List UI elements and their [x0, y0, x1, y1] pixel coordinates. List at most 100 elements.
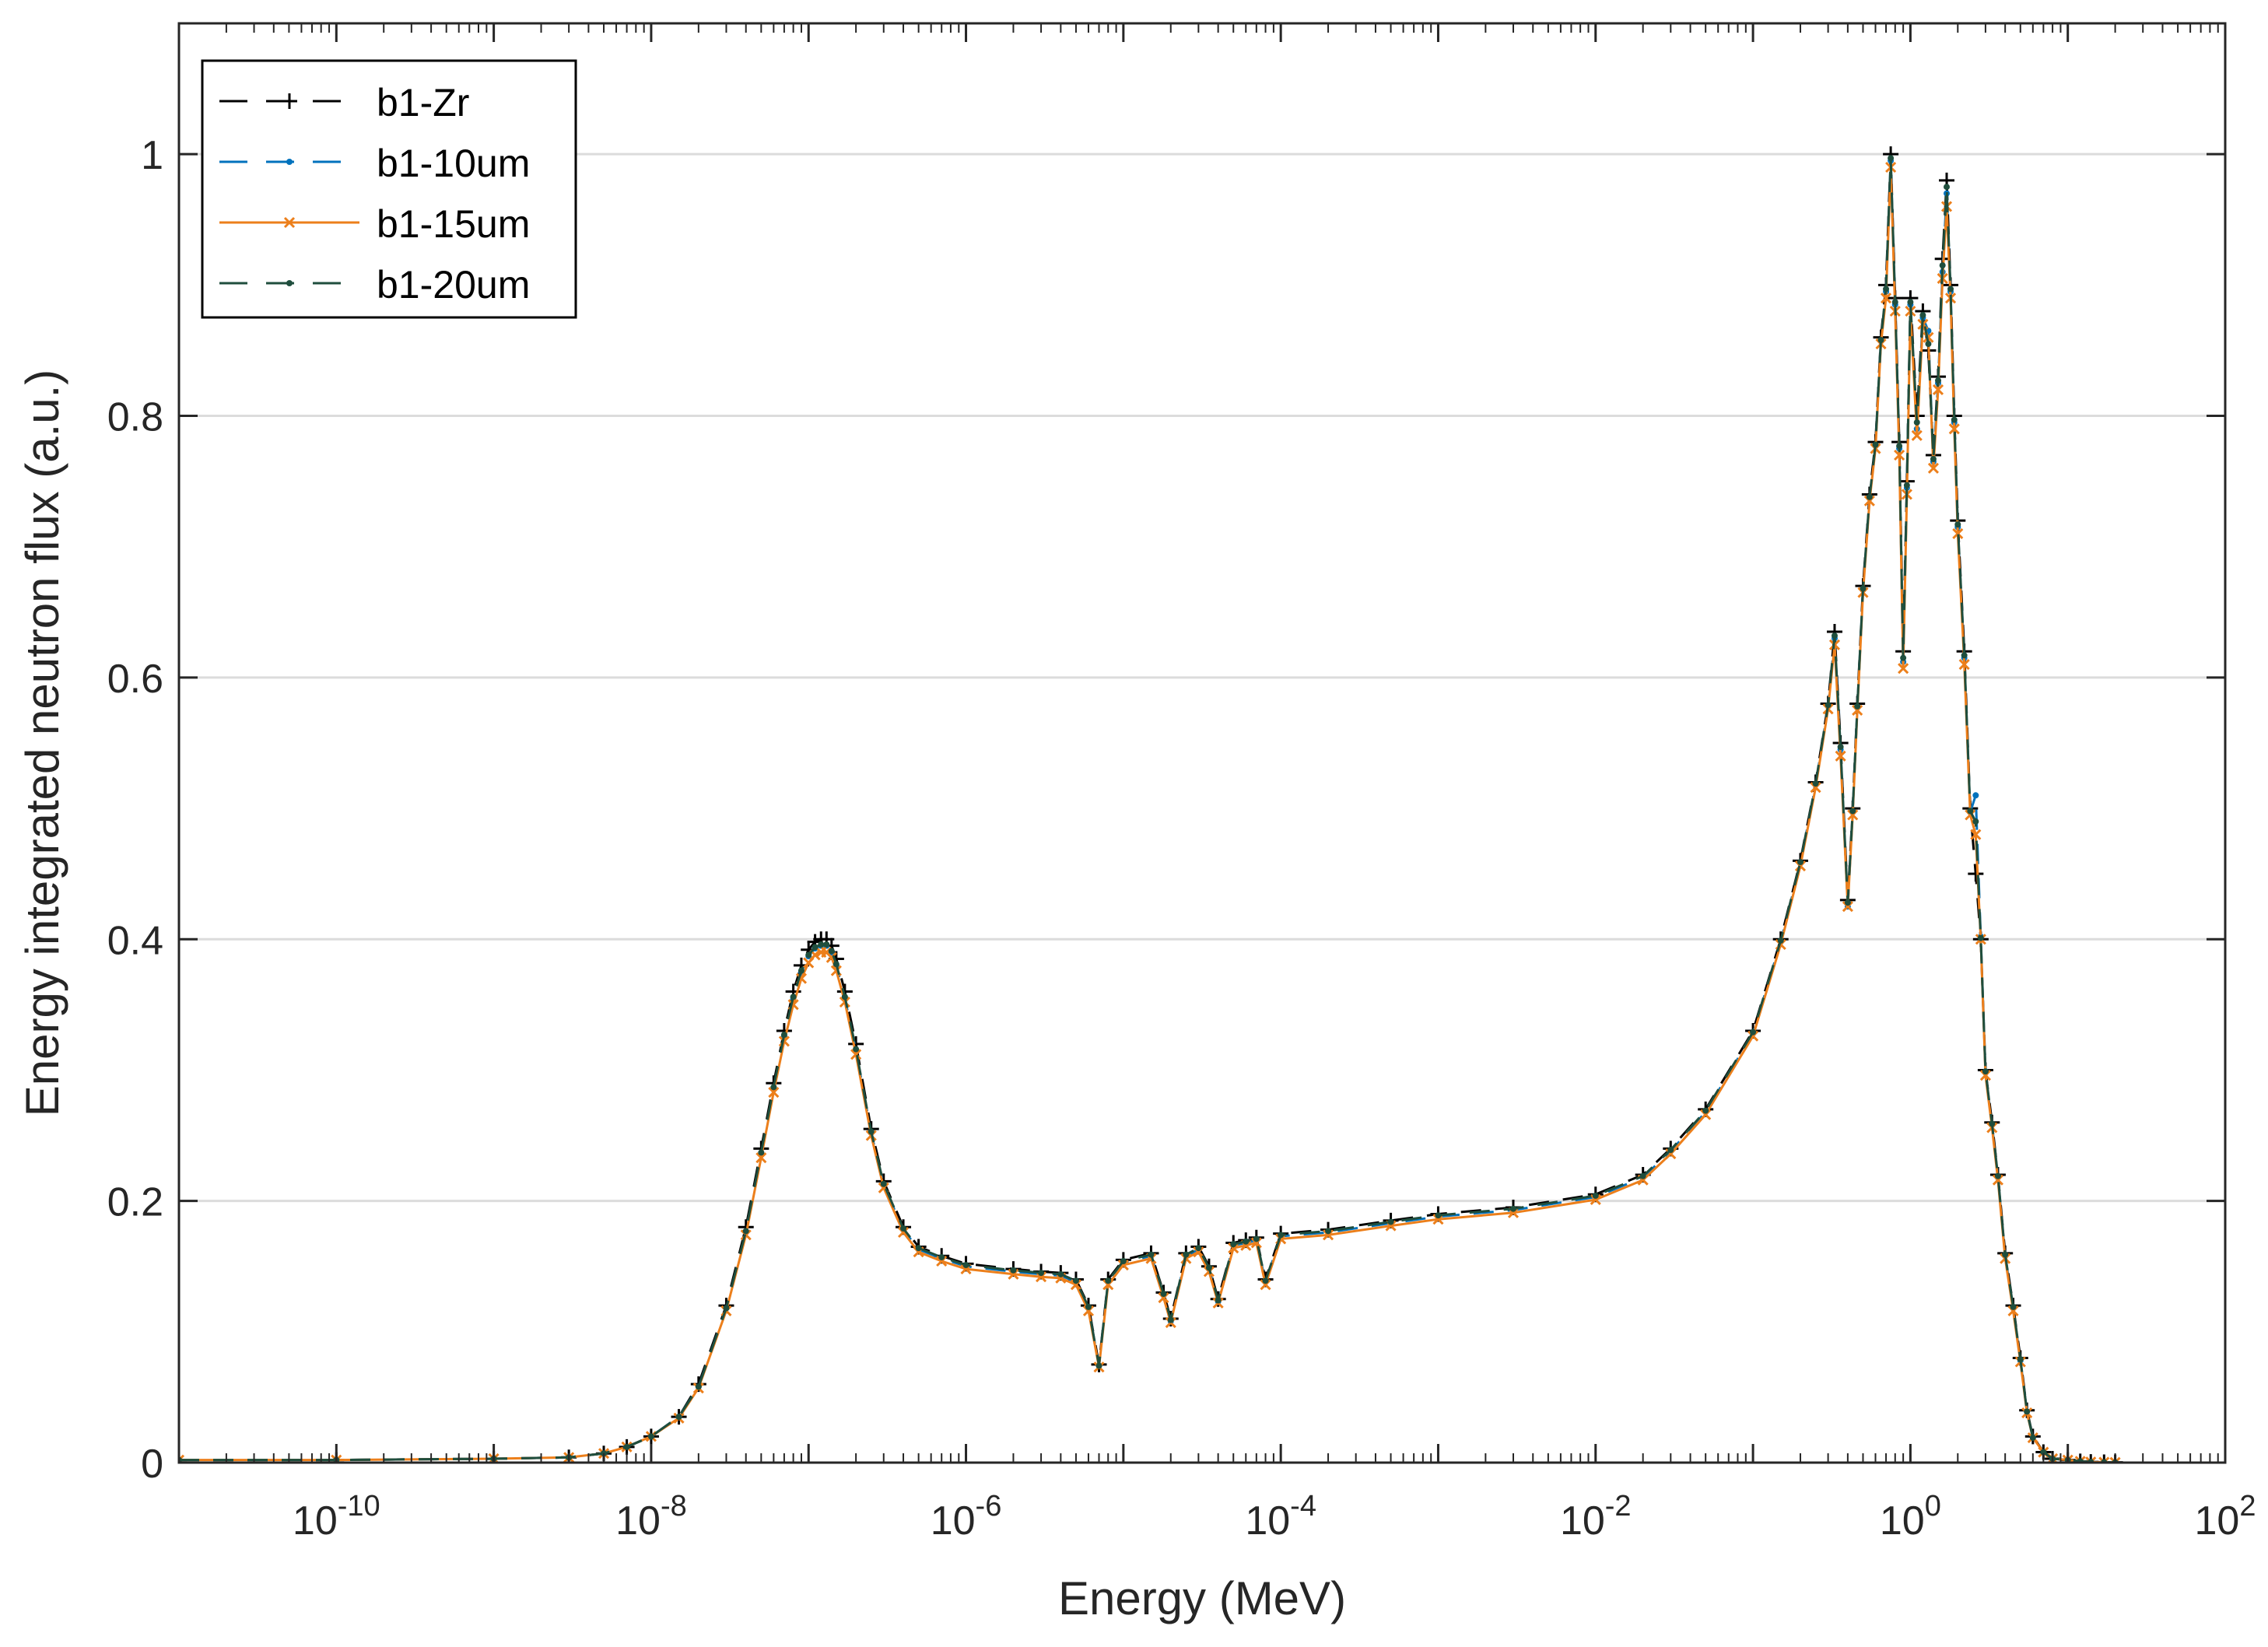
data-point	[1979, 1070, 1991, 1081]
data-point	[1228, 1242, 1239, 1254]
data-point	[1860, 585, 1867, 592]
legend-item: b1-20um	[219, 263, 530, 307]
data-point	[1038, 1270, 1045, 1277]
data-point	[1913, 419, 1920, 426]
data-point	[1825, 702, 1832, 709]
data-point	[770, 1084, 777, 1091]
data-point	[962, 1262, 969, 1269]
data-point	[1702, 1107, 1709, 1114]
y-tick-label: 0.4	[107, 918, 163, 963]
data-point	[1977, 934, 1984, 941]
legend-label: b1-15um	[377, 202, 530, 246]
x-tick-label: 10-4	[1245, 1490, 1316, 1544]
data-point	[1880, 293, 1892, 304]
data-point	[1148, 1251, 1155, 1258]
data-point	[1590, 1193, 1601, 1206]
data-point	[1160, 1291, 1167, 1298]
data-point	[868, 1128, 875, 1135]
data-point	[1230, 1241, 1237, 1248]
data-point	[818, 941, 825, 948]
data-point	[2029, 1435, 2036, 1442]
data-point	[938, 1253, 945, 1260]
data-point	[1898, 663, 1909, 675]
series-layer	[179, 146, 2123, 1463]
tick-labels: 0 0.2 0.4 0.6 0.8 1 10-10 10-8 10-6 10-4 10-2 100 10…	[107, 133, 2256, 1544]
data-point	[1183, 1251, 1190, 1258]
data-point	[1665, 1148, 1677, 1160]
data-point	[1961, 652, 1968, 659]
data-point	[841, 993, 848, 1000]
data-point	[1837, 744, 1844, 751]
data-point	[1435, 1212, 1442, 1219]
data-point	[283, 216, 296, 229]
data-point	[1844, 899, 1851, 906]
legend-label: b1-Zr	[377, 81, 469, 124]
x-tick-label: 102	[2195, 1490, 2256, 1544]
y-tick-label: 1	[141, 133, 163, 178]
data-point	[1854, 703, 1861, 710]
data-point	[1958, 659, 1970, 671]
data-point	[742, 1228, 749, 1235]
data-point	[1951, 416, 1958, 423]
data-point	[1167, 1316, 1174, 1323]
data-point	[286, 280, 293, 286]
data-point	[1877, 337, 1884, 343]
data-point	[897, 1226, 910, 1239]
data-point	[1387, 1218, 1394, 1225]
y-tick-label: 0.6	[107, 657, 163, 702]
data-point	[2040, 1449, 2047, 1456]
y-axis-label: Energy integrated neutron flux (a.u.)	[16, 370, 68, 1117]
data-point	[1927, 462, 1940, 474]
data-point	[1010, 1267, 1017, 1274]
data-point	[755, 1152, 767, 1164]
data-point	[1250, 1237, 1262, 1249]
data-point	[2010, 1303, 2017, 1310]
data-point	[723, 1305, 730, 1312]
data-point	[1994, 1172, 2001, 1179]
data-point	[936, 1255, 948, 1267]
data-point	[900, 1225, 907, 1232]
data-point	[1989, 1120, 1996, 1127]
data-point	[1777, 937, 1784, 944]
data-point	[179, 1454, 185, 1463]
data-point	[1872, 441, 1879, 448]
data-point	[768, 1086, 780, 1099]
data-point	[1883, 286, 1890, 293]
data-point	[1842, 901, 1853, 913]
y-tick-label: 0.8	[107, 395, 163, 440]
data-point	[823, 941, 830, 948]
data-point	[1939, 262, 1946, 269]
data-point	[1972, 792, 1979, 799]
x-axis-label: Energy (MeV)	[1058, 1572, 1346, 1624]
data-point	[850, 1049, 862, 1060]
data-point	[1932, 384, 1944, 395]
legend: b1-Zr b1-10um b1-15um b1-20um	[201, 59, 577, 319]
data-point	[1095, 1362, 1102, 1369]
data-point	[1952, 527, 1964, 539]
data-point	[1102, 1279, 1114, 1291]
data-point	[2017, 1356, 2024, 1363]
data-point	[1954, 521, 1961, 528]
data-point	[1944, 184, 1951, 191]
grid-lines	[179, 152, 2225, 1203]
legend-label: b1-20um	[377, 263, 530, 307]
data-point	[1919, 312, 1926, 319]
x-tick-label: 10-8	[615, 1490, 687, 1544]
data-point	[1085, 1303, 1092, 1310]
data-point	[1158, 1292, 1169, 1304]
data-point	[1253, 1235, 1260, 1242]
data-point	[828, 948, 835, 955]
data-point	[282, 93, 297, 109]
data-point	[853, 1046, 860, 1053]
data-point	[1849, 808, 1856, 815]
data-point	[1215, 1297, 1222, 1304]
data-point	[1935, 377, 1942, 384]
data-point	[758, 1149, 765, 1156]
data-point	[1260, 1279, 1271, 1291]
x-tick-label: 100	[1880, 1490, 1941, 1544]
y-tick-label: 0	[141, 1442, 163, 1487]
data-point	[1982, 1068, 1989, 1075]
data-point	[1325, 1228, 1332, 1235]
data-point	[647, 1433, 654, 1440]
data-point	[623, 1443, 630, 1450]
